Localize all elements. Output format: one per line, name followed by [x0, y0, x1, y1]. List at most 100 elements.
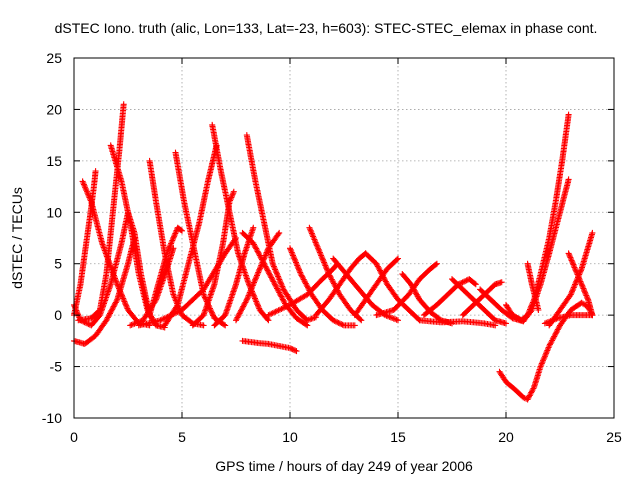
data-point	[349, 309, 352, 311]
data-point	[235, 283, 237, 285]
data-point	[166, 268, 168, 270]
data-point	[246, 134, 248, 136]
data-point	[90, 324, 92, 327]
data-point	[473, 299, 475, 301]
data-point	[386, 268, 388, 270]
data-point	[300, 273, 302, 275]
data-point	[343, 324, 345, 327]
data-point	[328, 299, 330, 301]
data-point	[133, 237, 136, 239]
data-point	[483, 309, 485, 311]
data-point	[494, 319, 496, 321]
data-point	[397, 319, 399, 321]
data-point	[555, 201, 557, 203]
data-point	[90, 317, 92, 319]
data-point	[339, 293, 341, 296]
data-point	[371, 304, 373, 306]
data-point	[539, 283, 542, 285]
data-point	[224, 324, 226, 327]
data-point	[244, 252, 246, 255]
data-point	[120, 242, 123, 244]
data-point	[514, 388, 516, 390]
data-point	[436, 263, 438, 265]
data-point	[386, 283, 388, 285]
data-point	[358, 257, 360, 260]
data-point	[252, 242, 254, 244]
data-point	[248, 283, 250, 285]
data-point	[95, 335, 97, 337]
data-point	[548, 252, 550, 255]
data-point	[587, 299, 589, 301]
chart-title: dSTEC Iono. truth (alic, Lon=133, Lat=-2…	[55, 20, 598, 36]
data-point	[568, 113, 570, 116]
data-point	[581, 268, 583, 270]
data-point	[317, 247, 319, 249]
data-point	[99, 314, 101, 316]
data-point	[539, 365, 542, 368]
x-tick-label: 10	[282, 429, 298, 445]
data-point	[537, 309, 540, 311]
data-point	[257, 273, 259, 275]
data-point	[79, 283, 82, 285]
data-point	[181, 314, 183, 316]
data-point	[408, 309, 410, 311]
data-point	[462, 288, 464, 291]
data-point	[246, 299, 248, 301]
y-tick-label: 25	[46, 50, 62, 66]
data-point	[501, 309, 503, 311]
data-point	[527, 398, 529, 401]
data-point	[289, 347, 291, 349]
series-arc-4	[75, 101, 127, 324]
data-point	[213, 317, 215, 319]
data-point	[332, 257, 334, 260]
data-point	[259, 309, 261, 311]
y-axis-label: dSTEC / TECUs	[9, 187, 25, 289]
data-point	[295, 309, 298, 311]
data-point	[321, 278, 323, 280]
series-arc-9	[127, 245, 177, 329]
data-point	[95, 170, 97, 172]
data-point	[375, 314, 377, 316]
data-point	[237, 252, 239, 255]
data-point	[548, 345, 550, 347]
data-point	[505, 304, 507, 306]
data-point	[224, 252, 226, 255]
data-point	[475, 283, 477, 285]
data-point	[505, 381, 507, 383]
data-point	[393, 309, 395, 311]
y-tick-label: -10	[42, 410, 62, 426]
data-point	[354, 324, 356, 327]
series-arc-15	[243, 132, 319, 324]
y-tick-label: 10	[46, 204, 62, 220]
data-point	[408, 293, 410, 296]
data-point	[358, 288, 360, 291]
data-point	[110, 144, 112, 147]
data-point	[278, 345, 280, 347]
data-point	[440, 321, 442, 323]
data-point	[559, 309, 561, 311]
data-point	[375, 283, 377, 285]
data-point	[345, 273, 347, 275]
data-point	[159, 319, 161, 321]
data-point	[365, 299, 367, 301]
data-point	[581, 302, 583, 304]
x-tick-label: 0	[70, 429, 78, 445]
data-point	[267, 343, 269, 345]
data-point	[181, 309, 183, 311]
data-point	[548, 324, 550, 327]
data-point	[263, 221, 265, 224]
data-point	[241, 232, 244, 234]
y-tick-label: -5	[50, 359, 63, 375]
data-point	[568, 178, 570, 180]
data-point	[86, 237, 88, 239]
data-point	[522, 320, 524, 322]
data-point	[527, 263, 529, 265]
data-point	[220, 170, 222, 172]
data-point	[375, 263, 377, 265]
data-point	[127, 263, 129, 265]
data-point	[272, 263, 274, 265]
data-point	[99, 309, 101, 311]
data-point	[462, 314, 464, 316]
axis-ticks: 0 5 10 15 20 25 -10 -5 0 5 10 15 20 25	[42, 50, 622, 445]
